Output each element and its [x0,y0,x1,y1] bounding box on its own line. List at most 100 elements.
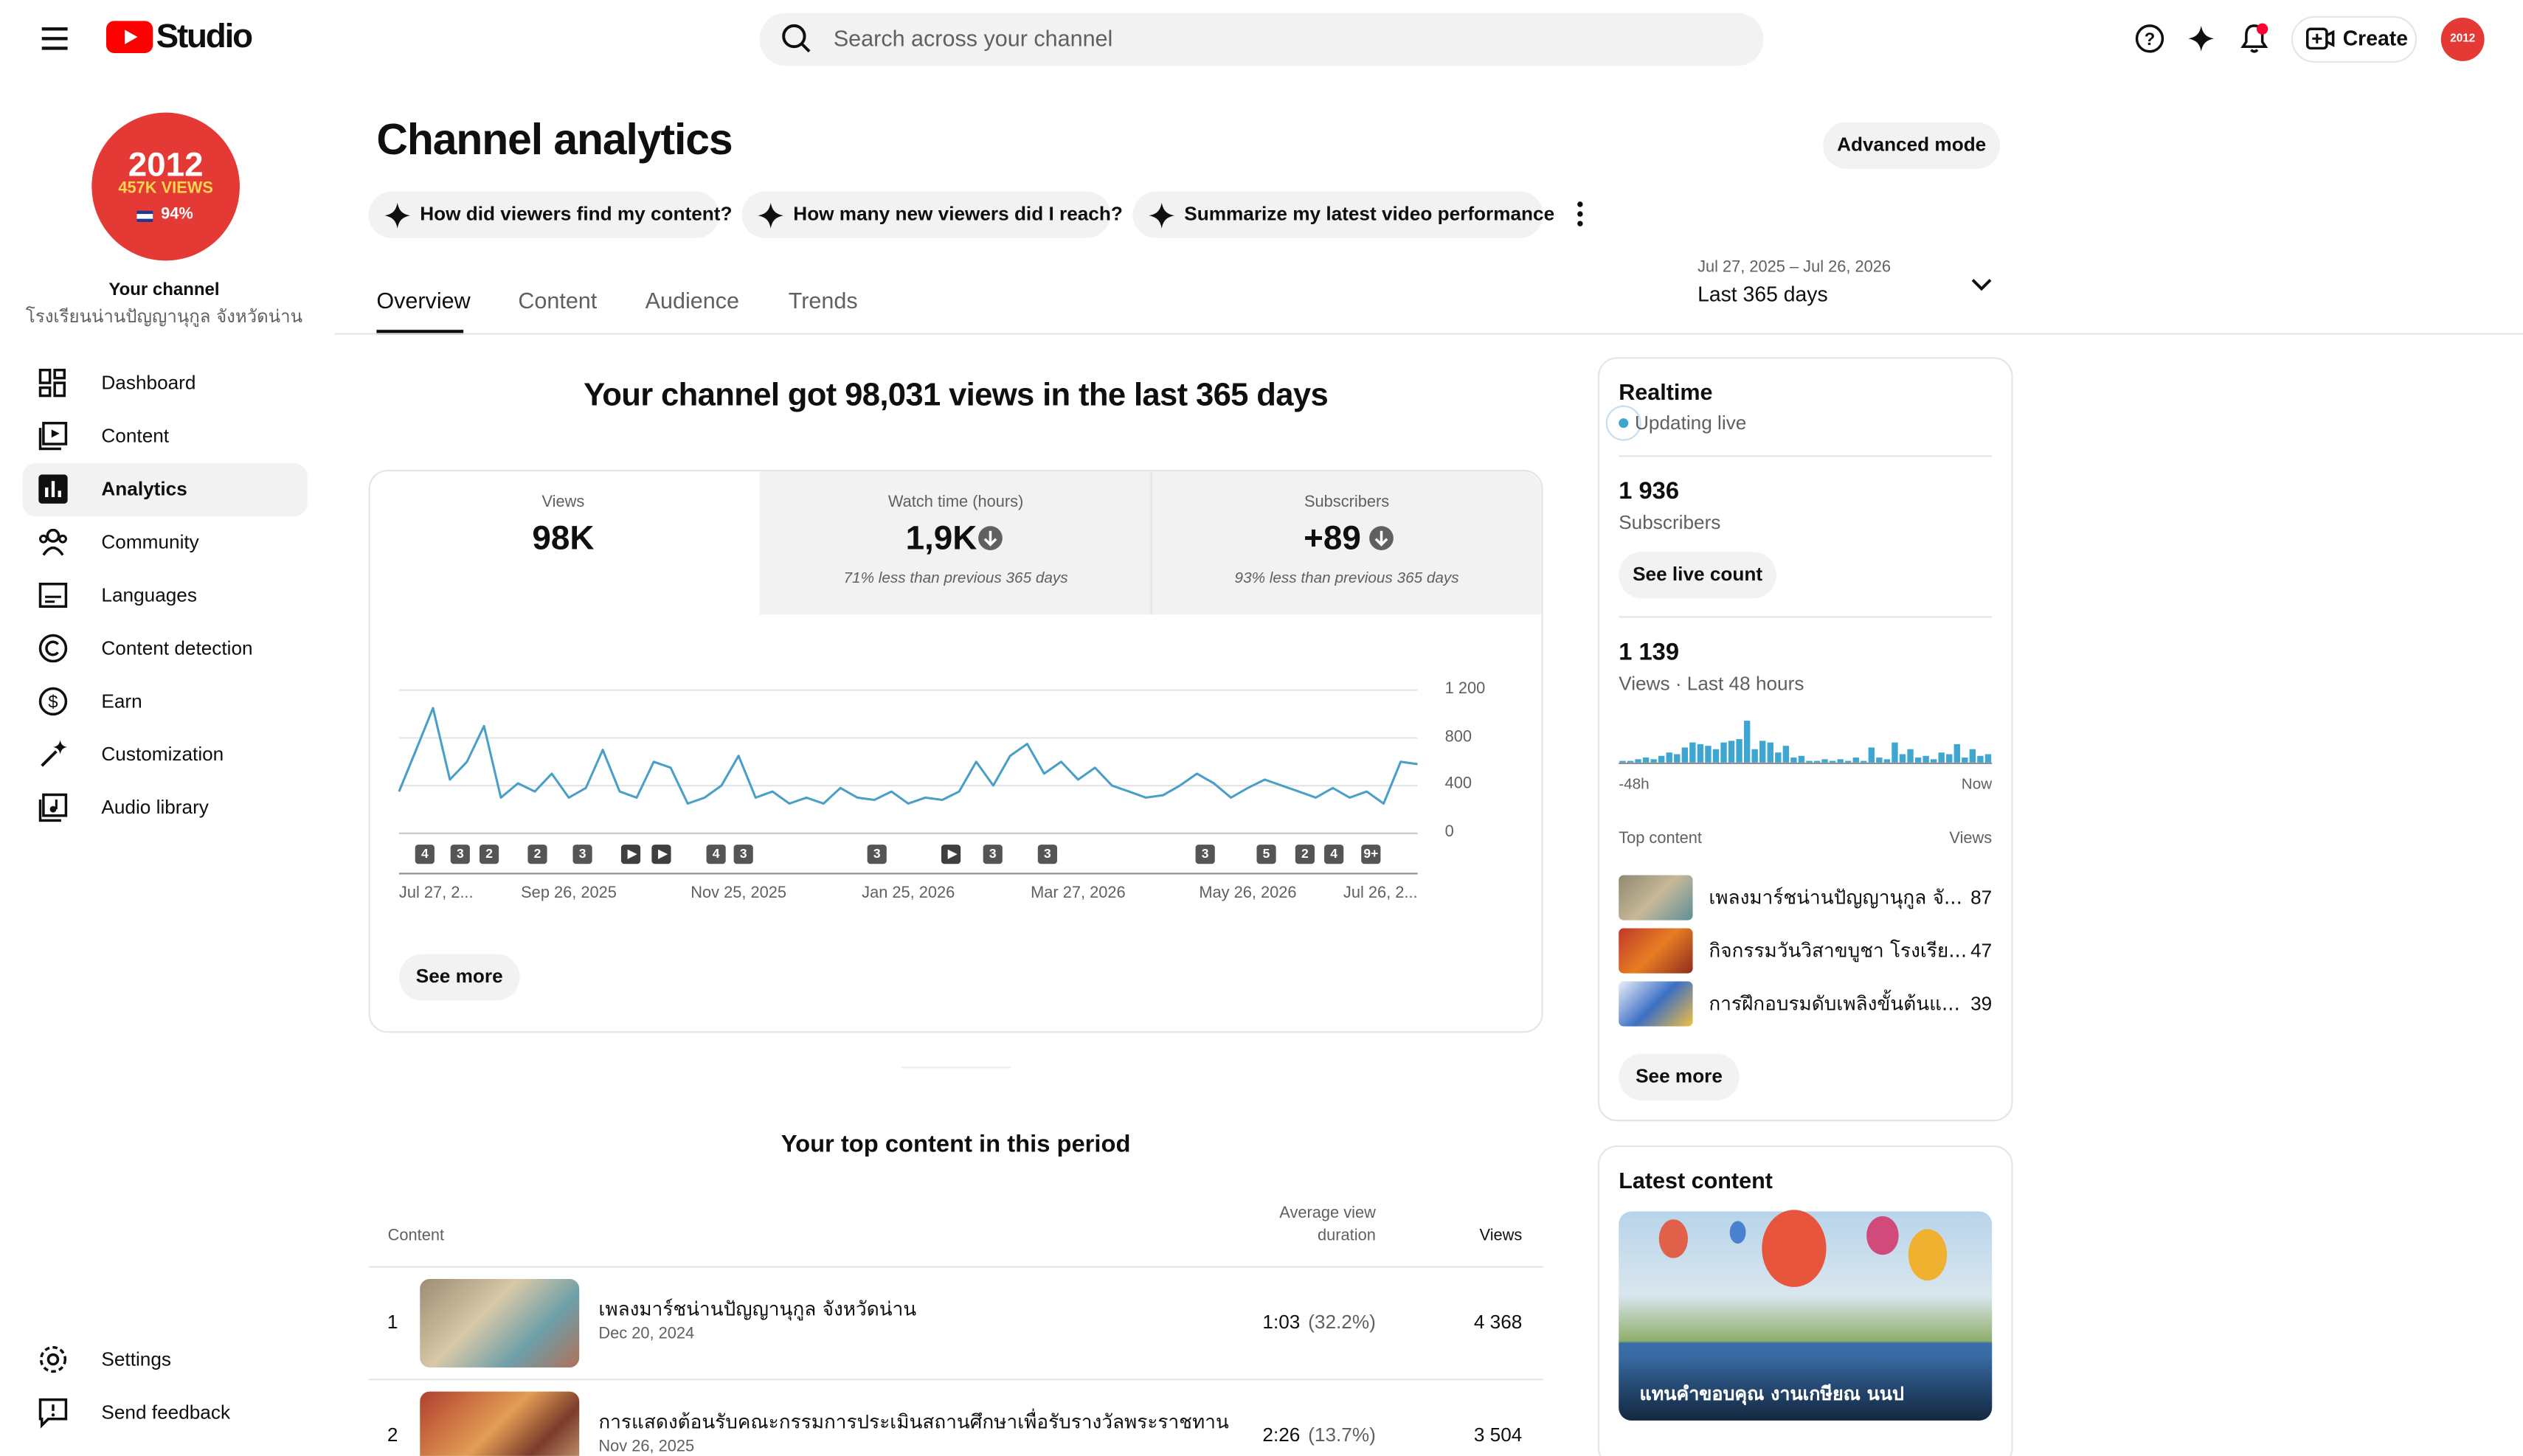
event-marker[interactable] [1195,845,1215,864]
nav-icon[interactable]: $ [38,687,68,716]
create-button[interactable] [2291,15,2418,63]
nav-item[interactable]: Community [101,530,199,553]
studio-logo-text[interactable]: Studio [156,18,254,56]
event-marker-label[interactable]: 2 [533,846,541,862]
see-more-label[interactable]: See more [1636,1064,1723,1088]
tab[interactable]: Overview [376,287,471,313]
event-marker[interactable] [706,845,726,864]
item-thumbnail[interactable] [1619,875,1693,921]
search-placeholder[interactable]: Search across your channel [833,25,1113,51]
video-title[interactable]: เพลงมาร์ชน่านปัญญานุกูล จังหวัดน่าน [598,1297,917,1321]
nav-icon[interactable] [38,580,68,609]
nav-item[interactable]: Content [101,424,170,447]
live-count-label[interactable]: See live count [1633,562,1763,586]
latest-caption[interactable]: แทนคำขอบคุณ งานเกษียณ นนป [1639,1382,1904,1405]
nav-icon[interactable] [38,527,67,556]
notifications-icon[interactable] [2240,23,2268,55]
event-marker[interactable] [415,845,435,864]
nav-item[interactable]: Audio library [101,796,209,819]
nav-item[interactable]: Content detection [101,637,253,659]
channel-name[interactable]: โรงเรียนน่านปัญญานุกูล จังหวัดน่าน [25,306,303,327]
event-marker-label[interactable]: 4 [420,846,429,862]
period-chevron[interactable] [1971,278,1992,291]
event-marker-label[interactable]: 3 [1201,846,1209,862]
event-marker-label[interactable]: 4 [1330,846,1338,862]
help-icon[interactable]: ? [2135,24,2164,53]
event-marker[interactable] [983,845,1003,864]
prompt-chip[interactable] [741,191,1110,238]
prompt-label[interactable]: Summarize my latest video performance [1184,202,1555,225]
nav-item[interactable]: Analytics [101,477,187,500]
prompt-label[interactable]: How did viewers find my content? [420,202,733,225]
account-avatar[interactable]: 2012 [2440,17,2485,61]
event-marker-label[interactable]: 2 [1301,846,1309,862]
video-thumbnail[interactable] [420,1391,580,1456]
ask-studio-icon[interactable] [2188,25,2215,52]
item-thumbnail[interactable] [1619,928,1693,974]
see-more-button[interactable] [398,954,520,1001]
event-marker-label[interactable]: 3 [578,846,586,862]
feedback-icon[interactable] [38,1398,68,1429]
event-marker[interactable] [1037,845,1057,864]
metric-value[interactable]: +89 [1304,520,1361,558]
event-marker[interactable] [1324,845,1344,864]
tab[interactable]: Audience [645,287,739,313]
nav-item[interactable]: Settings [101,1348,171,1370]
event-marker-label[interactable]: 5 [1262,846,1270,862]
metric-label[interactable]: Watch time (hours) [887,493,1024,512]
event-marker[interactable] [450,845,470,864]
event-marker[interactable] [1361,845,1381,864]
live-count-button[interactable] [1619,552,1776,599]
nav-item[interactable]: Dashboard [101,371,196,394]
video-thumbnail[interactable] [420,1278,580,1367]
prompt-chip[interactable] [1132,191,1543,238]
date-range[interactable]: Jul 27, 2025 – Jul 26, 2026 [1697,259,1892,277]
event-marker-label[interactable]: 3 [456,846,464,862]
event-marker-label[interactable]: 9+ [1363,846,1379,862]
event-marker[interactable] [1295,845,1315,864]
search-box[interactable] [759,13,1764,66]
metric-value[interactable]: 98K [532,520,595,558]
event-marker[interactable] [867,845,887,864]
event-marker-label[interactable]: 3 [1044,846,1051,862]
item-title[interactable]: กิจกรรมวันวิสาขบูชา โรงเรีย... [1709,939,1967,962]
advanced-mode-label[interactable]: Advanced mode [1837,133,1987,156]
event-marker[interactable] [479,845,499,864]
nav-item[interactable]: Earn [101,690,142,713]
nav-icon[interactable] [38,740,68,769]
create-label[interactable]: Create [2342,26,2408,51]
youtube-logo[interactable] [105,21,153,53]
item-title[interactable]: เพลงมาร์ชน่านปัญญานุกูล จั... [1709,886,1962,909]
event-marker-label[interactable]: 2 [485,846,493,862]
item-thumbnail[interactable] [1619,981,1693,1027]
see-more-button[interactable] [1619,1053,1740,1100]
nav-item[interactable]: Send feedback [101,1401,231,1424]
event-marker[interactable] [733,845,753,864]
event-marker-label[interactable]: 3 [989,846,997,862]
menu-icon[interactable] [41,27,68,50]
advanced-mode-button[interactable] [1823,122,2001,170]
period[interactable]: Last 365 days [1697,282,1828,306]
event-marker-label[interactable]: 4 [712,846,720,862]
prompt-label[interactable]: How many new viewers did I reach? [793,202,1123,225]
more-icon[interactable] [1577,201,1583,227]
event-marker[interactable] [527,845,547,864]
nav-icon[interactable] [38,634,68,663]
prompt-chip[interactable] [368,191,719,238]
event-marker[interactable] [572,845,592,864]
tab[interactable]: Trends [788,287,858,313]
nav-icon[interactable] [38,368,67,398]
metric-label[interactable]: Subscribers [1304,493,1390,512]
settings-icon[interactable] [38,1345,67,1373]
metric-value[interactable]: 1,9K [905,520,977,558]
event-marker-label[interactable]: 3 [739,846,747,862]
nav-icon[interactable] [38,793,68,822]
event-marker[interactable] [1256,845,1276,864]
nav-item[interactable]: Languages [101,583,197,606]
nav-icon[interactable] [38,421,68,451]
nav-icon[interactable] [38,474,68,504]
channel-avatar[interactable] [91,112,240,261]
event-marker-label[interactable]: 3 [873,846,881,862]
item-title[interactable]: การฝึกอบรมดับเพลิงขั้นต้นแ... [1709,992,1960,1015]
tab[interactable]: Content [518,287,598,313]
